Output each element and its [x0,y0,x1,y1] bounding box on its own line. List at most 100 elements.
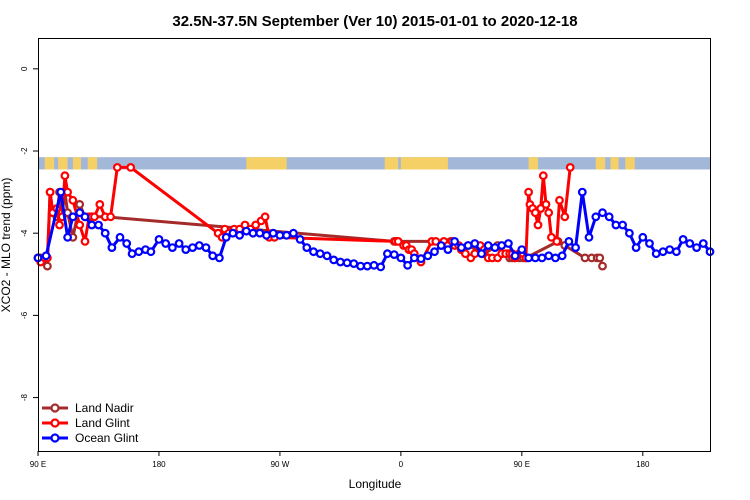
data-point [369,260,379,270]
band-land [400,157,448,170]
band-land [58,157,68,170]
data-point [672,247,681,257]
legend-swatch-marker [50,418,60,428]
axes: 90 E 180 90 W 0 90 E 180 0 -2 -4 -6 -8 [20,66,650,469]
data-point [504,239,513,248]
data-point [282,230,292,240]
data-point [565,162,575,172]
data-point [161,239,171,248]
data-point [100,228,110,238]
band-land [87,157,98,170]
data-point [631,243,641,253]
data-point [538,171,548,181]
data-point [483,241,493,250]
data-point [295,234,305,244]
band-land [625,157,635,170]
y-tick-label: -8 [20,393,29,401]
data-point [409,253,419,263]
data-point [577,187,587,197]
data-point [551,253,560,263]
band-land [610,157,619,170]
data-point [80,236,90,246]
data-point [75,199,85,209]
data-point [75,220,85,230]
band-land [595,157,606,170]
data-point [68,195,78,205]
data-point [80,212,90,222]
data-point [146,247,156,257]
data-point [214,253,224,263]
data-point [571,243,580,253]
data-point [651,249,661,259]
data-point [625,228,634,238]
chart-title: 32.5N-37.5N September (Ver 10) 2015-01-0… [172,13,577,30]
data-point [396,253,406,263]
data-point [497,241,507,250]
data-point [403,260,413,270]
data-point [63,232,72,242]
data-point [221,232,231,242]
data-point [591,212,601,222]
band-land [44,157,55,170]
data-point [63,187,72,197]
data-point [68,212,78,222]
x-tick-label: 180 [152,460,166,469]
legend-item: Ocean Glint [42,431,139,445]
data-point [698,239,708,248]
band-land [72,157,82,170]
y-tick-label: -6 [20,311,29,319]
y-tick-label: -4 [20,229,29,237]
data-point [678,234,688,244]
data-point [181,245,191,255]
data-point [584,232,594,242]
data-point [201,243,211,253]
legend-label: Land Nadir [75,401,134,415]
legend-label: Land Glint [75,416,130,430]
data-point [552,236,562,246]
data-point [94,220,103,230]
x-tick-label: 90 E [514,460,530,469]
data-point [423,251,433,261]
data-point [692,243,701,253]
data-point [154,234,164,244]
data-point [302,243,312,253]
data-point [376,262,386,272]
data-point [555,195,564,205]
x-tick-label: 180 [636,460,650,469]
data-point [112,162,122,172]
data-point [530,208,540,218]
data-point [470,239,480,248]
plot-series [33,162,715,272]
data-point [349,259,359,269]
data-point [95,199,105,209]
y-tick-label: -2 [20,147,29,155]
data-point [260,212,270,222]
data-point [598,208,607,218]
plot-frame [38,38,711,452]
data-point [443,245,453,255]
data-point [45,187,55,197]
data-point [56,187,66,197]
data-point [557,251,567,261]
data-point [544,208,554,218]
data-point [436,241,446,250]
data-point [127,249,137,259]
data-point [450,236,460,246]
data-point [60,171,70,181]
x-tick-label: 90 W [271,460,290,469]
data-point [524,187,533,197]
data-point [309,247,318,257]
x-tick-label: 0 [399,460,404,469]
data-point [431,236,441,246]
data-point [107,243,117,253]
data-point [167,243,177,253]
data-point [115,232,125,242]
data-point [564,236,574,246]
data-point [383,249,392,259]
data-point [41,251,51,261]
data-point [362,261,372,271]
data-point [595,253,605,263]
band-land [528,157,538,170]
